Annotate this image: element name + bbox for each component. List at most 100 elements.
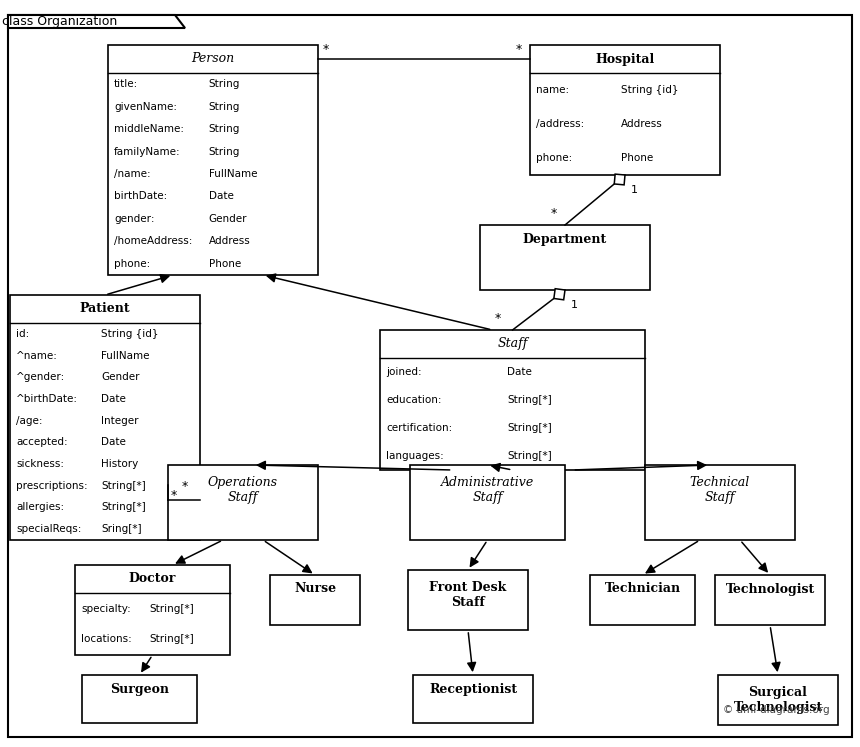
Text: 1: 1 [571,300,578,310]
Text: allergies:: allergies: [16,503,64,512]
Text: Technologist: Technologist [725,583,814,595]
Text: /name:: /name: [114,169,150,179]
Bar [270,575,360,625]
Text: familyName:: familyName: [114,146,181,157]
Text: middleName:: middleName: [114,124,184,134]
Text: /homeAddress:: /homeAddress: [114,236,193,247]
Text: String: String [209,146,240,157]
Text: Address: Address [621,119,663,129]
Text: education:: education: [386,395,441,405]
Text: givenName:: givenName: [114,102,177,111]
Text: Department: Department [523,232,607,246]
Text: phone:: phone: [536,153,572,163]
Text: String[*]: String[*] [507,451,552,461]
Text: ^name:: ^name: [16,350,58,361]
Text: /address:: /address: [536,119,584,129]
Bar [715,575,825,625]
Text: Administrative
Staff: Administrative Staff [441,476,534,504]
Text: title:: title: [114,79,138,89]
Bar [410,465,565,540]
Text: ^birthDate:: ^birthDate: [16,394,78,404]
Text: /age:: /age: [16,415,42,426]
Bar [10,295,200,540]
Text: phone:: phone: [114,258,150,269]
Text: String[*]: String[*] [101,503,146,512]
Text: History: History [101,459,138,469]
Text: sickness:: sickness: [16,459,64,469]
Text: © uml-diagrams.org: © uml-diagrams.org [723,705,830,715]
Bar [408,570,528,630]
Bar [168,465,318,540]
Bar [645,465,795,540]
Text: Date: Date [209,191,234,202]
Text: *: * [323,43,329,56]
Text: Integer: Integer [101,415,138,426]
Text: Front Desk
Staff: Front Desk Staff [429,581,507,609]
Text: FullName: FullName [101,350,150,361]
Text: String {id}: String {id} [101,329,159,339]
Text: Receptionist: Receptionist [429,683,517,695]
Polygon shape [554,288,565,300]
Text: accepted:: accepted: [16,437,68,447]
Text: Date: Date [101,394,126,404]
Text: Patient: Patient [80,303,131,315]
Text: Sring[*]: Sring[*] [101,524,142,534]
Bar [413,675,533,723]
Text: Date: Date [507,367,532,377]
Text: ^gender:: ^gender: [16,372,65,382]
Text: specialReqs:: specialReqs: [16,524,82,534]
Text: 1: 1 [631,185,638,195]
Text: Doctor: Doctor [129,572,176,586]
Text: languages:: languages: [386,451,444,461]
Text: Address: Address [209,236,250,247]
Text: *: * [171,489,177,502]
Text: *: * [551,207,557,220]
Text: String[*]: String[*] [507,395,552,405]
Text: String[*]: String[*] [150,604,194,613]
Text: Gender: Gender [209,214,248,224]
Text: certification:: certification: [386,423,452,433]
Text: specialty:: specialty: [81,604,131,613]
Text: Phone: Phone [209,258,241,269]
Text: class Organization: class Organization [3,16,118,28]
Text: joined:: joined: [386,367,421,377]
Text: Technical
Staff: Technical Staff [690,476,750,504]
Text: String[*]: String[*] [150,634,194,645]
Text: Operations
Staff: Operations Staff [208,476,278,504]
Text: Date: Date [101,437,126,447]
Bar [380,330,645,470]
Text: Staff: Staff [497,338,528,350]
Text: prescriptions:: prescriptions: [16,481,88,491]
Bar [590,575,695,625]
Polygon shape [614,174,625,185]
Text: FullName: FullName [209,169,257,179]
Text: String: String [209,102,240,111]
Text: String: String [209,124,240,134]
Bar [75,565,230,655]
Text: name:: name: [536,85,569,95]
Bar [718,675,838,725]
Text: Surgeon: Surgeon [110,683,169,695]
Text: Person: Person [192,52,235,66]
Bar [108,45,318,275]
Text: gender:: gender: [114,214,155,224]
Text: String {id}: String {id} [621,85,679,95]
Text: birthDate:: birthDate: [114,191,167,202]
Text: Surgical
Technologist: Surgical Technologist [734,686,823,714]
Text: Gender: Gender [101,372,139,382]
Text: Technician: Technician [605,583,680,595]
Text: *: * [516,43,522,56]
Text: *: * [494,312,501,325]
Text: String: String [209,79,240,89]
Text: Nurse: Nurse [294,583,336,595]
Text: Phone: Phone [621,153,654,163]
Bar [480,225,650,290]
Text: String[*]: String[*] [507,423,552,433]
Text: locations:: locations: [81,634,132,645]
Bar [530,45,720,175]
Bar [82,675,197,723]
Text: id:: id: [16,329,29,339]
Polygon shape [8,15,185,28]
Text: Hospital: Hospital [595,52,654,66]
Text: String[*]: String[*] [101,481,146,491]
